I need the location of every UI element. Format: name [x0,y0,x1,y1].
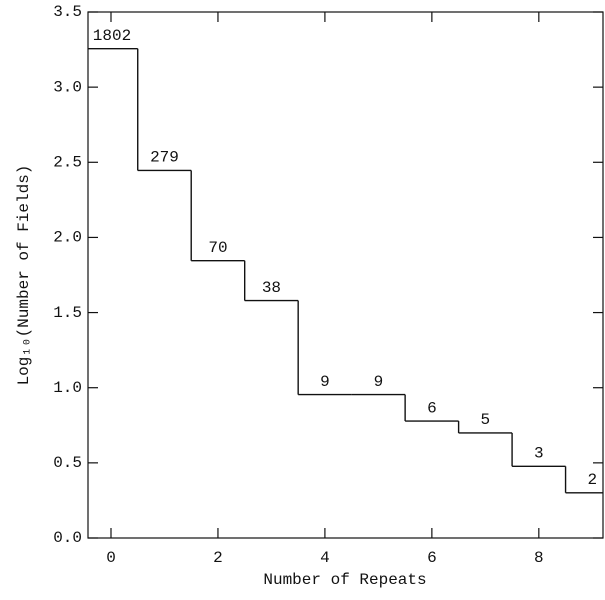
value-label: 2 [587,471,597,489]
value-label: 1802 [93,27,131,45]
x-tick-label: 4 [320,549,330,567]
x-tick-label: 0 [106,549,116,567]
y-tick-label: 2.5 [53,154,82,172]
value-label: 9 [320,373,330,391]
x-tick-label: 2 [213,549,223,567]
value-label: 70 [208,239,227,257]
value-label: 38 [262,279,281,297]
y-tick-label: 1.5 [53,304,82,322]
value-label: 6 [427,399,437,417]
y-tick-label: 2.0 [53,229,82,247]
y-axis-label: Log₁₀(Number of Fields) [15,165,33,386]
x-axis-label: Number of Repeats [263,571,426,589]
plot-frame [87,11,604,539]
x-tick-label: 6 [427,549,437,567]
y-tick-label: 0.0 [53,529,82,547]
x-tick-label: 8 [534,549,544,567]
value-label: 3 [534,445,544,463]
y-tick-label: 0.5 [53,454,82,472]
value-label: 5 [481,411,491,429]
y-tick-label: 1.0 [53,379,82,397]
value-label: 9 [374,373,384,391]
y-tick-label: 3.5 [53,3,82,21]
y-tick-label: 3.0 [53,78,82,96]
value-label: 279 [150,149,179,167]
